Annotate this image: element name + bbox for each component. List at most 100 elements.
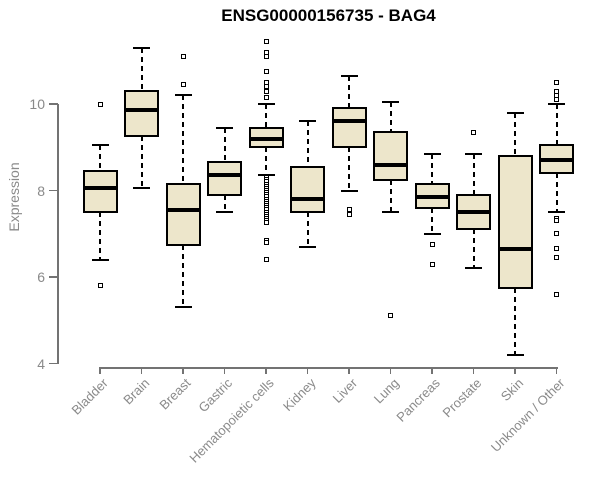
box-iqr xyxy=(82,170,118,214)
box-iqr xyxy=(497,154,533,289)
median-line xyxy=(207,173,242,178)
x-axis-line xyxy=(99,367,558,369)
whisker-cap-upper xyxy=(216,126,233,129)
outlier-point xyxy=(429,242,435,248)
outlier-point xyxy=(97,101,103,107)
outlier-point xyxy=(554,231,559,237)
box-iqr xyxy=(124,90,159,138)
whisker-cap-lower xyxy=(340,189,358,192)
median-line xyxy=(539,158,574,163)
y-axis-line xyxy=(57,104,59,364)
x-axis-tick xyxy=(182,368,184,374)
whisker-cap-lower xyxy=(299,245,316,248)
whisker-upper xyxy=(306,121,309,167)
whisker-cap-lower xyxy=(216,211,233,214)
x-axis-tick xyxy=(99,368,101,374)
x-tick-label: Bladder xyxy=(68,375,111,418)
whisker-cap-lower xyxy=(423,232,441,235)
chart-title: ENSG00000156735 - BAG4 xyxy=(221,6,436,25)
whisker-cap-upper xyxy=(299,120,316,123)
outlier-point xyxy=(554,246,559,252)
x-axis-tick xyxy=(306,368,309,374)
whisker-cap-upper xyxy=(340,74,358,77)
y-axis-tick xyxy=(49,103,58,105)
whisker-cap-lower xyxy=(548,211,565,214)
whisker-upper xyxy=(348,75,350,109)
whisker-lower xyxy=(348,147,350,191)
box-iqr xyxy=(290,165,325,214)
outlier-point xyxy=(471,129,476,135)
whisker-cap-upper xyxy=(382,100,399,103)
x-tick-label: Kidney xyxy=(279,375,319,415)
whisker-cap-lower xyxy=(465,267,482,270)
x-tick-label: Prostate xyxy=(439,375,485,421)
whisker-upper xyxy=(472,153,475,195)
y-tick-label: 6 xyxy=(37,269,45,285)
outlier-point xyxy=(263,53,269,59)
median-line xyxy=(456,210,491,215)
whisker-lower xyxy=(140,136,143,189)
whisker-upper xyxy=(431,153,433,184)
whisker-cap-upper xyxy=(133,46,150,49)
whisker-upper xyxy=(514,112,516,156)
whisker-cap-lower xyxy=(382,211,399,214)
outlier-point xyxy=(263,69,269,75)
x-tick-label: Pancreas xyxy=(393,375,443,425)
whisker-upper xyxy=(140,47,143,92)
outlier-point xyxy=(263,95,269,100)
median-line xyxy=(290,197,325,202)
median-line xyxy=(165,207,201,212)
x-tick-label: Brain xyxy=(120,375,153,408)
x-tick-label: Lung xyxy=(370,375,402,407)
outlier-point xyxy=(388,313,393,319)
whisker-lower xyxy=(555,173,558,213)
whisker-cap-upper xyxy=(548,103,565,105)
x-axis-tick xyxy=(389,368,392,374)
x-tick-label: Liver xyxy=(329,375,360,406)
outlier-point xyxy=(263,239,269,245)
x-axis-tick xyxy=(472,368,475,374)
whisker-upper xyxy=(99,145,101,172)
outlier-point xyxy=(263,38,269,44)
x-axis-tick xyxy=(431,368,433,374)
whisker-cap-upper xyxy=(465,152,482,155)
median-line xyxy=(331,119,367,124)
y-axis-tick xyxy=(49,362,58,365)
whisker-cap-upper xyxy=(91,144,109,147)
y-axis-tick xyxy=(49,276,58,278)
median-line xyxy=(248,136,284,141)
x-axis-tick xyxy=(223,368,226,374)
whisker-cap-upper xyxy=(506,111,524,114)
whisker-lower xyxy=(389,179,392,213)
y-axis-tick xyxy=(49,189,58,192)
whisker-upper xyxy=(182,95,184,184)
outlier-point xyxy=(346,211,352,217)
whisker-lower xyxy=(306,212,309,247)
whisker-upper xyxy=(555,104,558,146)
outlier-point xyxy=(554,255,559,261)
outlier-point xyxy=(554,218,559,224)
y-tick-label: 4 xyxy=(37,355,45,372)
whisker-cap-lower xyxy=(506,353,524,356)
whisker-cap-lower xyxy=(91,258,109,261)
x-tick-label: Skin xyxy=(497,375,526,404)
box-iqr xyxy=(373,131,408,181)
outlier-point xyxy=(554,97,559,103)
whisker-cap-upper xyxy=(174,94,192,97)
outlier-point xyxy=(554,291,559,297)
x-axis-tick xyxy=(265,368,267,374)
box-iqr xyxy=(331,107,367,149)
y-tick-label: 8 xyxy=(37,182,45,199)
whisker-lower xyxy=(472,229,475,269)
whisker-upper xyxy=(389,101,392,133)
whisker-cap-upper xyxy=(423,152,441,155)
whisker-cap-lower xyxy=(133,187,150,190)
outlier-point xyxy=(263,257,269,263)
y-tick-label: 10 xyxy=(29,96,45,112)
outlier-point xyxy=(97,283,103,289)
whisker-lower xyxy=(431,207,433,234)
median-line xyxy=(124,108,159,113)
